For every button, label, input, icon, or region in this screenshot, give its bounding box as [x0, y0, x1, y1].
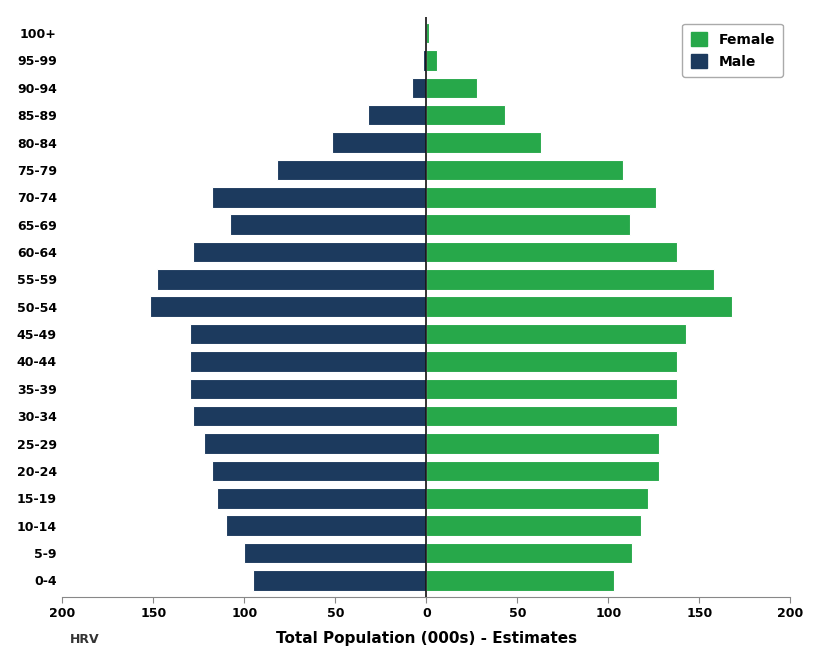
Bar	[156, 269, 426, 290]
Bar	[426, 379, 676, 399]
Bar	[426, 269, 713, 290]
Bar	[426, 133, 541, 152]
Bar	[422, 50, 426, 71]
Bar	[331, 133, 426, 152]
Bar	[426, 160, 622, 180]
Bar	[426, 105, 504, 125]
Bar	[226, 515, 426, 536]
X-axis label: Total Population (000s) - Estimates: Total Population (000s) - Estimates	[275, 631, 576, 646]
Text: HRV: HRV	[70, 633, 99, 646]
Bar	[244, 543, 426, 564]
Bar	[368, 105, 426, 125]
Bar	[277, 160, 426, 180]
Bar	[193, 242, 426, 263]
Bar	[426, 406, 676, 426]
Bar	[189, 324, 426, 344]
Bar	[426, 543, 631, 564]
Bar	[217, 488, 426, 509]
Bar	[253, 570, 426, 591]
Bar	[426, 50, 437, 71]
Bar	[426, 434, 658, 453]
Bar	[150, 296, 426, 317]
Bar	[211, 187, 426, 208]
Bar	[426, 351, 676, 372]
Bar	[426, 570, 613, 591]
Bar	[211, 461, 426, 481]
Bar	[411, 78, 426, 98]
Bar	[426, 242, 676, 263]
Bar	[426, 214, 629, 235]
Bar	[426, 296, 731, 317]
Bar	[426, 324, 686, 344]
Bar	[426, 78, 477, 98]
Bar	[189, 351, 426, 372]
Bar	[426, 488, 648, 509]
Bar	[426, 187, 654, 208]
Bar	[426, 23, 428, 43]
Bar	[426, 461, 658, 481]
Bar	[229, 214, 426, 235]
Bar	[189, 379, 426, 399]
Legend: Female, Male: Female, Male	[681, 24, 782, 77]
Bar	[193, 406, 426, 426]
Bar	[426, 515, 640, 536]
Bar	[204, 434, 426, 453]
